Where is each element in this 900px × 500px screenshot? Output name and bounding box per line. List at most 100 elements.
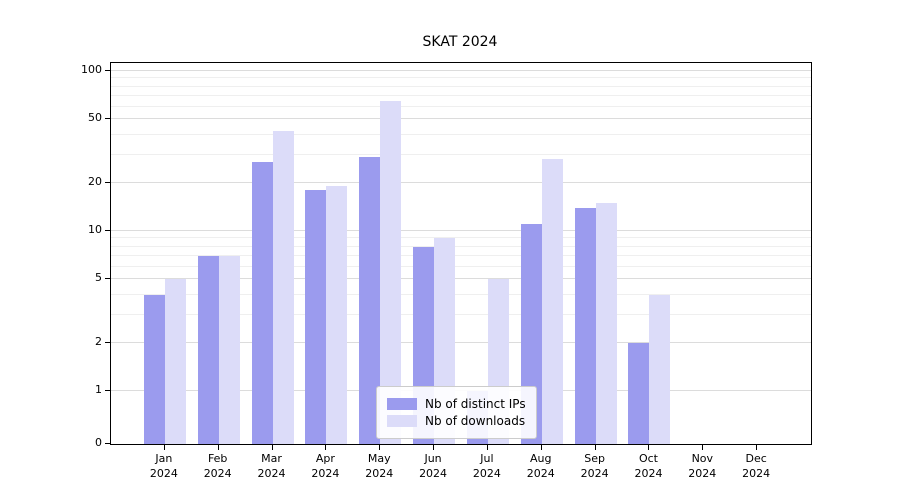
x-tick-label-nov: Nov 2024 (674, 451, 730, 481)
minor-gridline (111, 254, 811, 256)
legend-item-distinct-ips: Nb of distinct IPs (387, 397, 526, 411)
x-label-month: Sep (584, 452, 605, 465)
x-tick-mark (540, 445, 542, 450)
plot-area (110, 62, 812, 445)
x-tick-mark (379, 445, 381, 450)
minor-gridline (111, 237, 811, 239)
x-label-month: Apr (315, 452, 335, 465)
x-tick-mark (271, 445, 273, 450)
minor-gridline (111, 153, 811, 155)
x-label-month: Oct (638, 452, 658, 465)
x-tick-label-jul: Jul 2024 (459, 451, 515, 481)
x-tick-mark (486, 445, 488, 450)
x-tick-mark (756, 445, 758, 450)
gridline (111, 230, 811, 231)
bar-ips-jan (143, 294, 165, 444)
minor-gridline (111, 77, 811, 79)
x-tick-mark (433, 445, 435, 450)
x-tick-label-sep: Sep 2024 (567, 451, 623, 481)
y-tick-label: 5 (95, 271, 102, 285)
x-label-month: Nov (691, 452, 714, 465)
bar-ips-sep (574, 207, 596, 444)
x-tick-mark (163, 445, 165, 450)
minor-gridline (111, 293, 811, 295)
x-label-month: Jun (424, 452, 442, 465)
x-tick-mark (648, 445, 650, 450)
x-tick-label-mar: Mar 2024 (244, 451, 300, 481)
y-tick-label: 20 (88, 174, 102, 188)
bar-ips-mar (251, 161, 273, 444)
y-tick-label: 2 (95, 334, 102, 348)
x-tick-mark (217, 445, 219, 450)
minor-gridline (111, 105, 811, 107)
x-tick-mark (325, 445, 327, 450)
x-label-year: 2024 (257, 467, 286, 480)
y-tick-mark (105, 230, 110, 231)
x-tick-label-oct: Oct 2024 (620, 451, 676, 481)
gridline (111, 118, 811, 120)
x-label-year: 2024 (688, 467, 717, 480)
legend-item-downloads: Nb of downloads (387, 414, 526, 428)
bar-downloads-jan (164, 279, 186, 444)
y-tick-mark (105, 443, 110, 444)
minor-gridline (111, 265, 811, 267)
y-tick-mark (105, 390, 110, 391)
y-tick-mark (105, 278, 110, 280)
x-label-year: 2024 (203, 467, 232, 480)
x-label-year: 2024 (311, 467, 340, 480)
x-tick-label-dec: Dec 2024 (728, 451, 784, 481)
bar-ips-apr (305, 190, 327, 444)
chart-title: SKAT 2024 (422, 34, 498, 50)
y-tick-mark (105, 341, 110, 343)
x-label-year: 2024 (365, 467, 394, 480)
x-label-month: Jul (480, 452, 494, 465)
x-label-year: 2024 (742, 467, 771, 480)
y-tick-label: 100 (81, 63, 102, 76)
minor-gridline (111, 313, 811, 315)
x-label-month: May (367, 452, 391, 465)
y-tick-mark (105, 70, 110, 71)
x-label-year: 2024 (149, 467, 178, 480)
gridline (111, 278, 811, 280)
legend-label: Nb of distinct IPs (425, 397, 526, 411)
y-tick-label: 10 (88, 223, 102, 236)
bar-ips-oct (628, 342, 650, 444)
minor-gridline (111, 85, 811, 87)
bar-downloads-may (380, 100, 402, 444)
legend-swatch (387, 398, 417, 410)
gridline (111, 341, 811, 343)
x-tick-label-jan: Jan 2024 (136, 451, 192, 481)
minor-gridline (111, 133, 811, 135)
y-tick-label: 1 (95, 383, 102, 396)
gridline (111, 70, 811, 71)
x-label-month: Mar (261, 452, 282, 465)
bar-downloads-oct (649, 294, 671, 444)
legend: Nb of distinct IPs Nb of downloads (376, 386, 537, 439)
x-label-year: 2024 (526, 467, 555, 480)
bar-downloads-sep (595, 202, 617, 444)
x-label-year: 2024 (419, 467, 448, 480)
x-tick-mark (702, 445, 704, 450)
x-label-month: Jan (155, 452, 173, 465)
minor-gridline (111, 245, 811, 247)
legend-swatch (387, 415, 417, 427)
y-tick-mark (105, 118, 110, 120)
x-label-month: Dec (745, 452, 767, 465)
bar-downloads-feb (218, 255, 240, 444)
x-tick-label-apr: Apr 2024 (297, 451, 353, 481)
x-label-month: Aug (530, 452, 552, 465)
x-label-year: 2024 (472, 467, 501, 480)
bar-downloads-mar (272, 131, 294, 444)
bar-ips-may (359, 157, 381, 444)
legend-label: Nb of downloads (425, 414, 526, 428)
gridline (111, 181, 811, 183)
x-label-year: 2024 (634, 467, 663, 480)
bar-downloads-aug (541, 159, 563, 444)
minor-gridline (111, 94, 811, 96)
x-tick-mark (594, 445, 596, 450)
x-label-month: Feb (207, 452, 228, 465)
bar-ips-feb (197, 255, 219, 444)
x-tick-label-feb: Feb 2024 (190, 451, 246, 481)
bar-downloads-apr (326, 186, 348, 444)
